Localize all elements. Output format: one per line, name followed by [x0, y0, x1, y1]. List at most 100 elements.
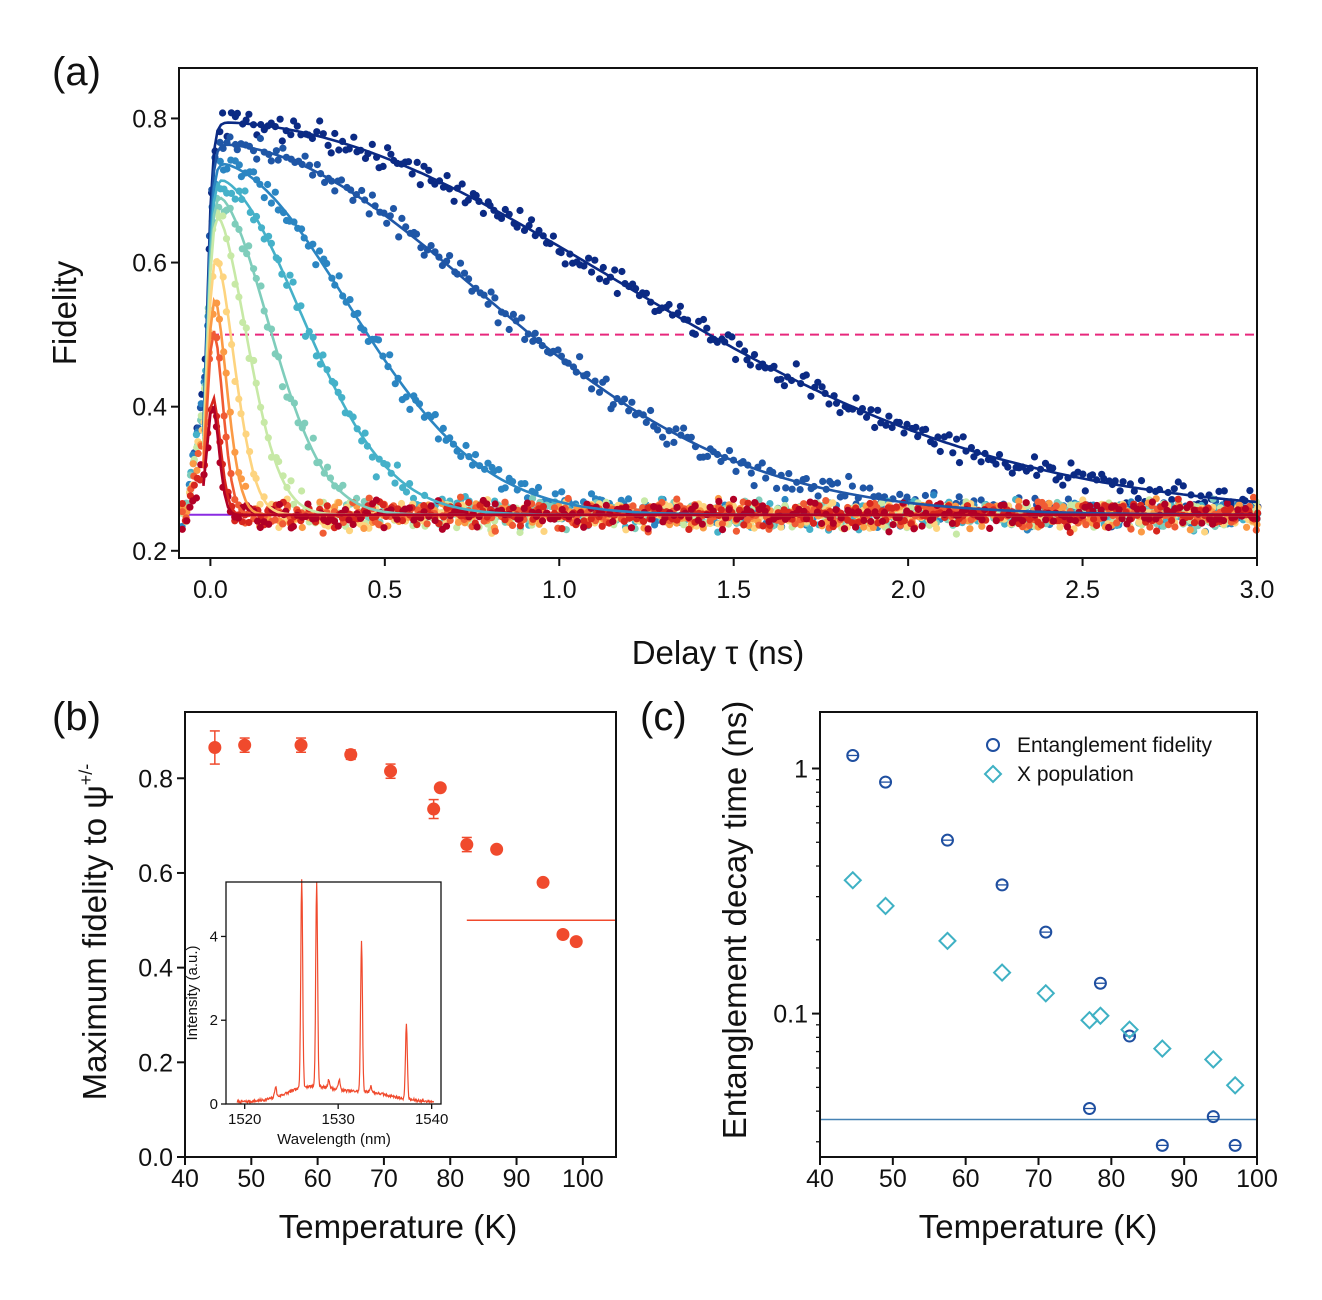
data-point-entanglement — [940, 833, 954, 847]
data-point — [516, 514, 524, 523]
data-point — [389, 205, 398, 213]
data-point — [869, 523, 877, 532]
data-point — [442, 522, 451, 530]
y-tick-label: 0.6 — [138, 860, 173, 888]
data-point — [758, 459, 766, 467]
data-point — [866, 484, 874, 492]
data-point — [323, 463, 332, 471]
data-point — [495, 466, 503, 474]
data-point — [1174, 478, 1182, 486]
data-point — [301, 152, 309, 160]
data-point — [313, 128, 321, 136]
data-point-x-population — [1152, 1039, 1172, 1058]
data-point — [1241, 505, 1250, 513]
data-point — [368, 140, 376, 148]
data-point — [609, 401, 617, 409]
data-point — [1105, 523, 1113, 532]
data-point — [365, 524, 373, 532]
data-point — [420, 162, 428, 170]
data-point — [319, 130, 327, 138]
data-point — [1145, 515, 1153, 523]
panel-c-ticks: 40 50 60 70 80 90 100 0.1 1 — [773, 755, 1278, 1193]
data-point — [393, 461, 401, 469]
data-point — [1220, 487, 1228, 495]
data-point — [1111, 477, 1119, 485]
data-point — [781, 495, 789, 504]
data-point — [1067, 459, 1075, 467]
data-point — [1082, 521, 1090, 529]
data-point — [521, 480, 529, 488]
data-point — [561, 260, 569, 268]
data-point — [955, 459, 964, 467]
data-point — [1063, 523, 1072, 531]
data-point — [1115, 506, 1123, 514]
data-point — [501, 205, 509, 214]
data-point — [576, 353, 584, 361]
data-point — [1093, 521, 1101, 530]
data-point — [860, 523, 868, 531]
data-point — [238, 738, 252, 752]
data-point — [728, 333, 736, 341]
panel-a-series-49K — [178, 133, 1261, 531]
data-point — [1086, 502, 1094, 510]
data-point — [945, 431, 953, 439]
data-point — [372, 496, 380, 504]
data-point — [1198, 519, 1206, 527]
data-point — [462, 441, 470, 450]
data-point — [509, 310, 517, 318]
data-point — [709, 507, 717, 515]
data-point — [642, 289, 651, 297]
data-point — [556, 928, 570, 941]
data-point — [809, 519, 818, 527]
data-point — [878, 517, 887, 525]
data-point — [796, 486, 804, 494]
data-point — [290, 117, 298, 125]
data-point — [458, 180, 466, 188]
data-point — [800, 500, 808, 508]
data-point — [1071, 517, 1079, 525]
data-point — [460, 269, 469, 277]
data-point — [1246, 487, 1254, 495]
data-point — [301, 419, 309, 427]
panel-b-label: (b) — [52, 695, 101, 739]
data-point — [722, 514, 730, 522]
data-point — [346, 296, 354, 304]
x-tick-label: 3.0 — [1240, 576, 1275, 604]
data-point — [479, 209, 487, 217]
data-point — [513, 223, 521, 231]
data-point — [672, 425, 680, 433]
data-point — [539, 503, 548, 511]
data-point — [327, 149, 335, 157]
data-point — [715, 497, 723, 505]
data-point — [627, 524, 636, 532]
data-point-x-population — [938, 931, 957, 951]
y-tick-label: 0.1 — [773, 1001, 808, 1029]
data-point-entanglement — [1039, 925, 1053, 939]
data-point — [718, 520, 727, 528]
data-point — [743, 356, 751, 364]
data-point — [948, 519, 957, 528]
x-tick-label: 0.0 — [193, 576, 228, 604]
data-point — [446, 252, 454, 260]
data-point — [639, 517, 648, 526]
x-tick-label: 60 — [304, 1165, 332, 1193]
data-point — [1161, 500, 1169, 508]
data-point — [434, 435, 442, 443]
data-point — [454, 518, 463, 527]
data-point — [836, 409, 844, 417]
data-point — [848, 482, 857, 490]
data-point — [423, 520, 431, 528]
data-point — [1081, 487, 1089, 495]
data-point — [1049, 517, 1058, 525]
inset-y-tick-label: 4 — [210, 928, 218, 945]
data-point — [501, 516, 509, 524]
data-point — [518, 314, 526, 322]
data-point — [372, 473, 380, 481]
data-point — [456, 259, 465, 267]
data-point — [1113, 519, 1121, 527]
data-point — [1097, 506, 1105, 514]
data-point — [324, 141, 332, 149]
data-point — [271, 188, 279, 196]
data-point — [554, 346, 562, 354]
data-point — [814, 492, 822, 500]
